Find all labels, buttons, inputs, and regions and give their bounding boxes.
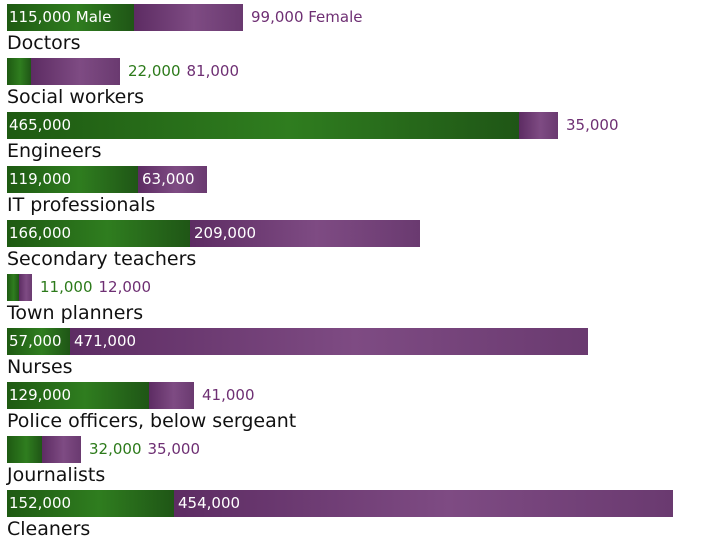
category-label: Cleaners bbox=[7, 518, 91, 540]
value-label-female: 12,000 bbox=[98, 278, 152, 296]
bar-male bbox=[7, 166, 138, 193]
bar-male bbox=[7, 112, 519, 139]
category-label: Doctors bbox=[7, 32, 81, 54]
bar-female bbox=[42, 436, 81, 463]
bar-female bbox=[70, 328, 588, 355]
value-label-male: 129,000 bbox=[9, 386, 72, 404]
bar-male bbox=[7, 382, 149, 409]
value-label-female: 35,000 bbox=[566, 116, 619, 134]
bar-male bbox=[7, 4, 134, 31]
bar-male bbox=[7, 58, 31, 85]
category-label: Secondary teachers bbox=[7, 248, 197, 270]
bar-female bbox=[138, 166, 207, 193]
value-label-male: 11,000 bbox=[40, 278, 93, 296]
value-label-male: 32,000 bbox=[89, 440, 142, 458]
bar-female bbox=[134, 4, 243, 31]
bar-female bbox=[519, 112, 558, 139]
value-label-female: 63,000 bbox=[142, 170, 195, 188]
bar-female bbox=[31, 58, 120, 85]
bar-male bbox=[7, 274, 19, 301]
category-label: Nurses bbox=[7, 356, 73, 378]
bar-male bbox=[7, 490, 174, 517]
bar-female bbox=[174, 490, 673, 517]
bar-male bbox=[7, 328, 70, 355]
value-label-male: 152,000 bbox=[9, 494, 72, 512]
category-label: IT professionals bbox=[7, 194, 156, 216]
bar-male bbox=[7, 436, 42, 463]
bar-female bbox=[19, 274, 32, 301]
value-label-female: 35,000 bbox=[147, 440, 201, 458]
value-label-male: 115,000 Male bbox=[9, 8, 112, 26]
bar-male bbox=[7, 220, 190, 247]
value-label-female: 454,000 bbox=[178, 494, 241, 512]
category-label: Town planners bbox=[7, 302, 144, 324]
value-label-female: 41,000 bbox=[202, 386, 255, 404]
category-label: Social workers bbox=[7, 86, 145, 108]
value-label-female: 99,000 Female bbox=[251, 8, 363, 26]
bar-female bbox=[190, 220, 420, 247]
bar-female bbox=[149, 382, 194, 409]
value-label-male: 119,000 bbox=[9, 170, 72, 188]
category-label: Journalists bbox=[7, 464, 106, 486]
category-label: Engineers bbox=[7, 140, 102, 162]
value-label-male: 22,000 bbox=[128, 62, 181, 80]
value-label-female: 471,000 bbox=[74, 332, 137, 350]
category-label: Police officers, below sergeant bbox=[7, 410, 297, 432]
value-label-male: 465,000 bbox=[9, 116, 72, 134]
value-label-female: 81,000 bbox=[186, 62, 240, 80]
value-label-female: 209,000 bbox=[194, 224, 257, 242]
value-label-male: 166,000 bbox=[9, 224, 72, 242]
value-label-male: 57,000 bbox=[9, 332, 62, 350]
